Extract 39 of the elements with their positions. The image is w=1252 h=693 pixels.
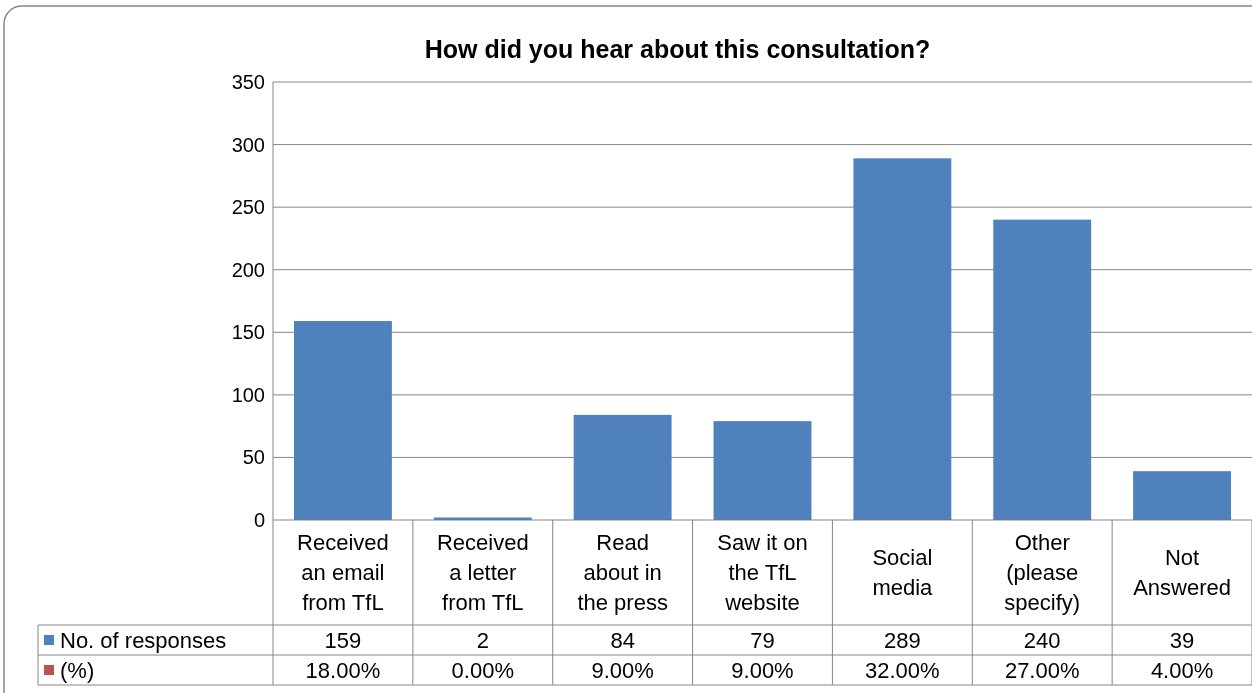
data-label: 9.00% — [731, 657, 794, 683]
data-label: 159 — [324, 627, 362, 653]
data-label: 240 — [1023, 627, 1061, 653]
y-tick-label: 350 — [231, 71, 265, 93]
legend-label: No. of responses — [60, 627, 227, 653]
chart-title: How did you hear about this consultation? — [424, 35, 931, 63]
y-tick-label: 200 — [231, 258, 265, 281]
bar — [993, 219, 1092, 520]
data-label: 9.00% — [591, 657, 654, 683]
data-label: 84 — [610, 627, 635, 653]
y-tick-label: 250 — [231, 196, 265, 219]
data-label: 18.00% — [305, 657, 381, 683]
y-tick-label: 50 — [242, 446, 265, 469]
bar — [573, 414, 672, 520]
x-tick-label: Saw it on the TfL website — [717, 530, 808, 616]
x-tick-label: Social media — [872, 545, 934, 601]
data-label: 4.00% — [1150, 657, 1214, 683]
bar — [293, 321, 392, 520]
bar — [853, 158, 952, 520]
x-tick-label: Other (please specify) — [1004, 530, 1081, 616]
x-tick-label: Received an email from TfL — [297, 530, 389, 616]
y-tick-label: 0 — [253, 509, 265, 531]
bar — [1133, 471, 1232, 520]
legend-label: (%) — [60, 657, 95, 683]
data-label: 289 — [884, 627, 921, 653]
data-label: 27.00% — [1004, 657, 1080, 683]
data-label: 39 — [1169, 627, 1195, 653]
data-label: 2 — [476, 627, 489, 653]
x-tick-label: Read about in the press — [577, 530, 668, 616]
x-tick-label: Not Answered — [1133, 545, 1231, 601]
bar — [713, 421, 812, 520]
data-label: 32.00% — [865, 657, 940, 683]
data-label: 0.00% — [451, 657, 514, 683]
y-tick-label: 300 — [231, 133, 265, 156]
data-label: 79 — [750, 627, 775, 653]
bar — [433, 517, 532, 520]
y-tick-label: 150 — [231, 321, 265, 344]
x-tick-label: Received a letter from TfL — [436, 530, 529, 616]
y-tick-label: 100 — [231, 383, 265, 406]
